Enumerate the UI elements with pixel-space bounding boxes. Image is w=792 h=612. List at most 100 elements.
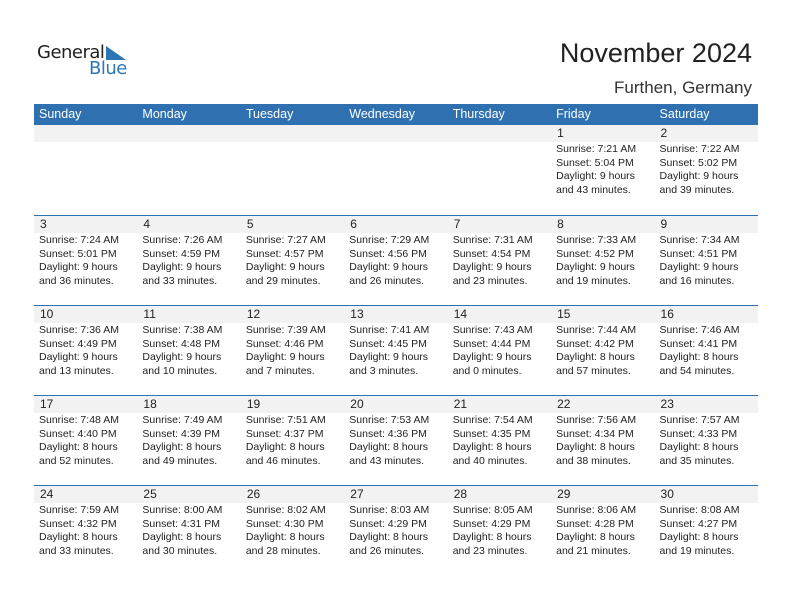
day-cell: 27 Sunrise: 8:03 AM Sunset: 4:29 PM Dayligh…: [344, 486, 448, 575]
day-number: 26: [240, 486, 345, 503]
sunset-text: Sunset: 4:45 PM: [349, 337, 427, 350]
daylight1-text: Daylight: 9 hours: [452, 351, 532, 363]
daylight2-text: and 7 minutes.: [245, 364, 315, 377]
day-number: 11: [137, 306, 241, 323]
sun-info: Sunrise: 7:51 AM Sunset: 4:37 PM Daylight:…: [241, 413, 344, 468]
day-number: 13: [344, 306, 448, 323]
sun-info: Sunrise: 7:43 AM Sunset: 4:44 PM Daylight:…: [448, 323, 551, 378]
sunset-text: Sunset: 5:02 PM: [659, 156, 738, 169]
daylight1-text: Daylight: 8 hours: [39, 441, 118, 453]
day-number: 10: [34, 306, 138, 323]
weekday-tuesday: Tuesday: [245, 107, 294, 121]
sunrise-text: Sunrise: 7:53 AM: [349, 414, 430, 426]
day-number: 23: [654, 396, 758, 413]
sunset-text: Sunset: 4:57 PM: [245, 247, 324, 260]
daylight1-text: Daylight: 9 hours: [142, 351, 222, 363]
sunset-text: Sunset: 4:39 PM: [142, 427, 221, 440]
daylight2-text: and 33 minutes.: [142, 274, 218, 287]
daylight1-text: Daylight: 9 hours: [659, 261, 739, 273]
daylight2-text: and 13 minutes.: [39, 364, 114, 377]
day-number: 17: [34, 396, 138, 413]
weekday-friday: Friday: [556, 107, 591, 121]
sunrise-text: Sunrise: 7:21 AM: [556, 143, 637, 155]
sunset-text: Sunset: 4:49 PM: [39, 337, 117, 350]
sunset-text: Sunset: 4:34 PM: [556, 427, 634, 440]
daylight1-text: Daylight: 8 hours: [452, 441, 532, 453]
sunset-text: Sunset: 4:27 PM: [659, 517, 738, 530]
day-number: 1: [551, 125, 655, 142]
daylight1-text: Daylight: 8 hours: [556, 531, 635, 543]
day-cell: 4 Sunrise: 7:26 AM Sunset: 4:59 PM Daylight…: [137, 216, 241, 305]
day-cell: 17 Sunrise: 7:48 AM Sunset: 4:40 PM Dayligh…: [34, 396, 138, 485]
sunrise-text: Sunrise: 7:49 AM: [142, 414, 223, 426]
sunrise-text: Sunrise: 7:36 AM: [39, 324, 119, 336]
day-cell: 6 Sunrise: 7:29 AM Sunset: 4:56 PM Daylight…: [344, 216, 448, 305]
daylight2-text: and 38 minutes.: [556, 454, 631, 467]
daylight1-text: Daylight: 9 hours: [556, 170, 635, 182]
sunset-text: Sunset: 4:46 PM: [245, 337, 324, 350]
daylight2-text: and 39 minutes.: [659, 183, 735, 196]
sunrise-text: Sunrise: 8:03 AM: [349, 504, 430, 516]
weekday-thursday: Thursday: [452, 107, 505, 121]
sunset-text: Sunset: 4:42 PM: [556, 337, 634, 350]
daylight2-text: and 52 minutes.: [39, 454, 114, 467]
daylight1-text: Daylight: 9 hours: [245, 261, 325, 273]
daylight1-text: Daylight: 8 hours: [142, 441, 222, 453]
day-cell: 11 Sunrise: 7:38 AM Sunset: 4:48 PM Dayligh…: [137, 306, 241, 395]
sunrise-text: Sunrise: 7:59 AM: [39, 504, 119, 516]
daylight1-text: Daylight: 8 hours: [659, 531, 739, 543]
daylight2-text: and 10 minutes.: [142, 364, 218, 377]
day-cell: 12 Sunrise: 7:39 AM Sunset: 4:46 PM Dayligh…: [240, 306, 345, 395]
day-number: 8: [551, 216, 655, 233]
daylight2-text: and 26 minutes.: [349, 544, 424, 557]
day-cell: 16 Sunrise: 7:46 AM Sunset: 4:41 PM Dayligh…: [654, 306, 758, 395]
day-cell: 2 Sunrise: 7:22 AM Sunset: 5:02 PM Daylight…: [654, 125, 758, 215]
daylight2-text: and 16 minutes.: [659, 274, 735, 287]
day-number: 7: [447, 216, 552, 233]
day-number: 9: [654, 216, 758, 233]
weekday-saturday: Saturday: [659, 107, 710, 121]
daylight1-text: Daylight: 8 hours: [659, 441, 739, 453]
day-cell: 26 Sunrise: 8:02 AM Sunset: 4:30 PM Dayligh…: [240, 486, 345, 575]
daylight2-text: and 30 minutes.: [142, 544, 218, 557]
sunrise-text: Sunrise: 7:34 AM: [659, 234, 740, 246]
daylight2-text: and 3 minutes.: [349, 364, 419, 377]
sunset-text: Sunset: 4:59 PM: [142, 247, 221, 260]
sun-info: Sunrise: 7:29 AM Sunset: 4:56 PM Daylight:…: [344, 233, 447, 288]
sunrise-text: Sunrise: 7:26 AM: [142, 234, 223, 246]
logo-triangle-icon: [106, 46, 126, 60]
sun-info: Sunrise: 7:26 AM Sunset: 4:59 PM Daylight:…: [137, 233, 240, 288]
empty-cell: [447, 125, 552, 215]
sunset-text: Sunset: 4:29 PM: [452, 517, 531, 530]
sunset-text: Sunset: 4:51 PM: [659, 247, 738, 260]
page-title: November 2024: [559, 38, 752, 68]
weekday-sunday: Sunday: [39, 107, 82, 121]
day-number: [34, 125, 138, 142]
daylight1-text: Daylight: 9 hours: [349, 351, 429, 363]
sunset-text: Sunset: 4:36 PM: [349, 427, 427, 440]
day-number: 18: [137, 396, 241, 413]
daylight1-text: Daylight: 8 hours: [659, 351, 739, 363]
day-number: 25: [137, 486, 241, 503]
day-cell: 15 Sunrise: 7:44 AM Sunset: 4:42 PM Dayligh…: [551, 306, 655, 395]
day-number: 14: [447, 306, 552, 323]
weekday-monday: Monday: [142, 107, 187, 121]
sunset-text: Sunset: 4:28 PM: [556, 517, 634, 530]
daylight2-text: and 43 minutes.: [556, 183, 631, 196]
sun-info: Sunrise: 8:02 AM Sunset: 4:30 PM Daylight:…: [241, 503, 344, 558]
sunrise-text: Sunrise: 8:06 AM: [556, 504, 637, 516]
sun-info: Sunrise: 8:06 AM Sunset: 4:28 PM Daylight:…: [551, 503, 654, 558]
sun-info: Sunrise: 7:22 AM Sunset: 5:02 PM Daylight:…: [655, 142, 758, 197]
day-number: 27: [344, 486, 448, 503]
daylight1-text: Daylight: 9 hours: [245, 351, 325, 363]
sunset-text: Sunset: 4:29 PM: [349, 517, 427, 530]
sunrise-text: Sunrise: 7:38 AM: [142, 324, 223, 336]
sunrise-text: Sunrise: 7:31 AM: [452, 234, 533, 246]
day-number: 16: [654, 306, 758, 323]
daylight2-text: and 29 minutes.: [245, 274, 321, 287]
day-cell: 7 Sunrise: 7:31 AM Sunset: 4:54 PM Daylight…: [447, 216, 552, 305]
week-row: 17 Sunrise: 7:48 AM Sunset: 4:40 PM Dayligh…: [34, 395, 758, 485]
daylight1-text: Daylight: 8 hours: [245, 441, 325, 453]
week-row: 10 Sunrise: 7:36 AM Sunset: 4:49 PM Dayligh…: [34, 305, 758, 395]
daylight2-text: and 46 minutes.: [245, 454, 321, 467]
